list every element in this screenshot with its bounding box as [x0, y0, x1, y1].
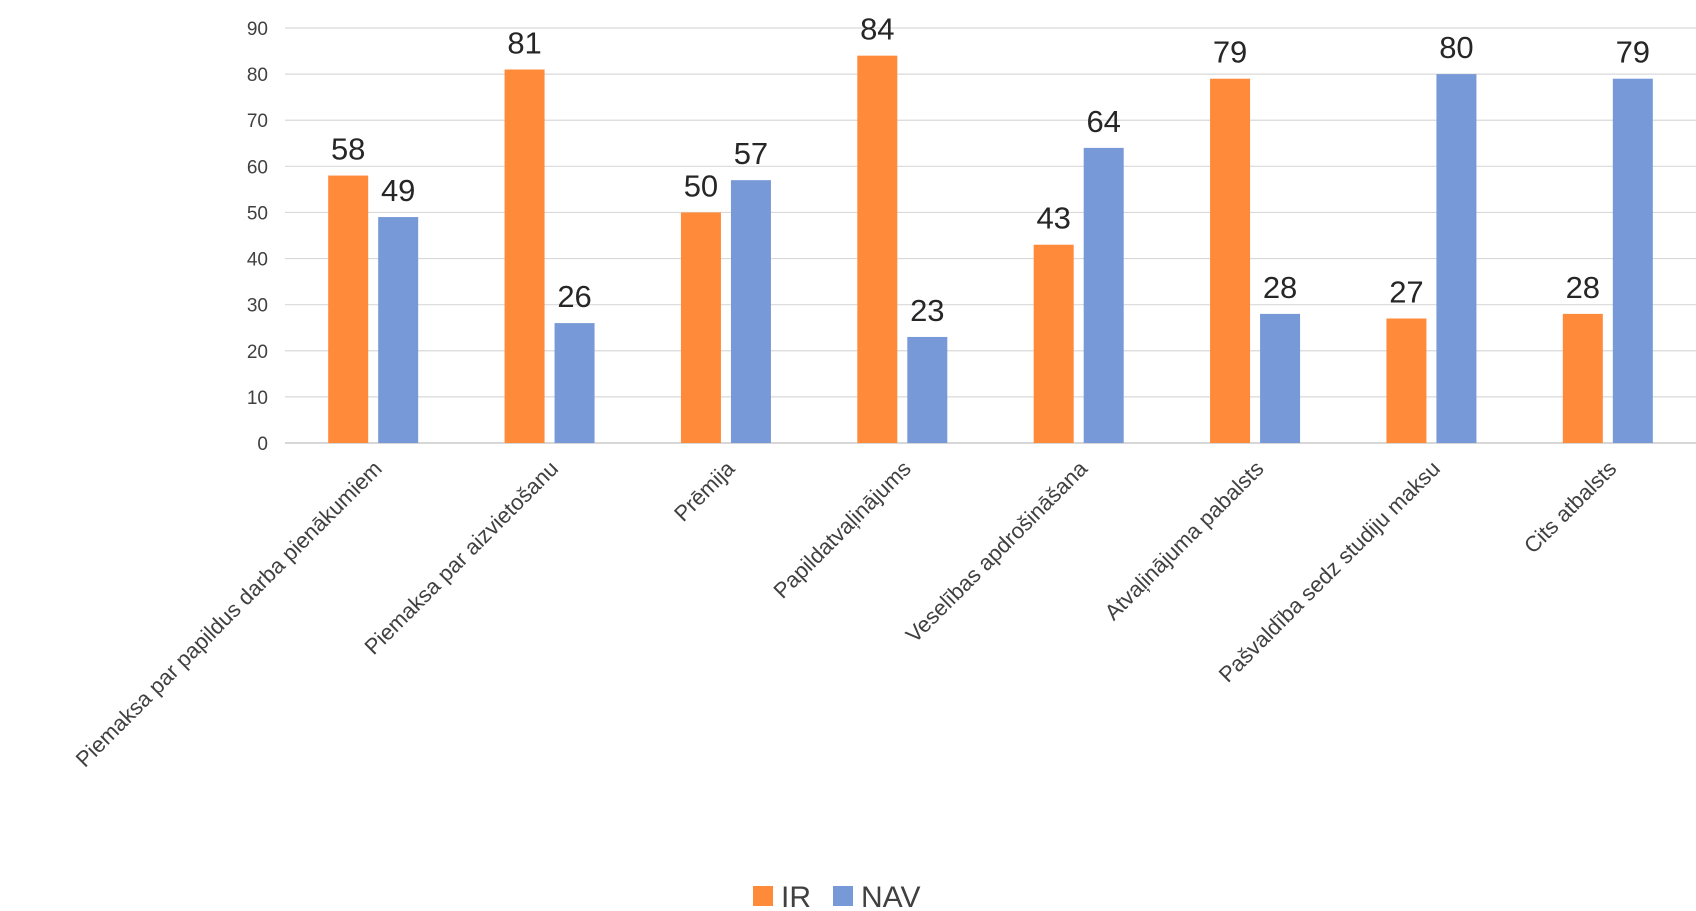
data-label-ir: 50	[684, 168, 718, 203]
bars	[328, 55, 1653, 444]
category-label: Papildatvaļinājums	[768, 456, 915, 603]
category-labels: Piemaksa par papildus darba pienākumiemP…	[71, 455, 1622, 772]
bar-ir	[857, 55, 898, 444]
bar-ir	[1386, 318, 1427, 443]
data-label-ir: 28	[1566, 270, 1600, 305]
data-label-ir: 27	[1389, 275, 1423, 310]
bar-ir	[1033, 244, 1074, 443]
data-label-ir: 81	[507, 26, 541, 61]
data-label-nav: 79	[1616, 35, 1650, 70]
category-label: Prēmija	[669, 455, 740, 526]
data-labels: 58 49 81 26 50 57 84 23 43 64 79 28 27 80 28 79	[331, 12, 1650, 328]
bar-ir	[680, 212, 721, 443]
data-label-nav: 57	[734, 136, 768, 171]
bar-nav	[907, 336, 948, 443]
bar-ir	[504, 69, 545, 443]
data-label-nav: 23	[910, 293, 944, 328]
bar-ir	[1210, 78, 1251, 443]
legend: IR NAV	[753, 881, 920, 911]
category-label: Cits atbalsts	[1519, 456, 1621, 558]
bar-nav	[730, 180, 771, 443]
bar-nav	[1260, 313, 1301, 443]
category-label: Veselības apdrošināšana	[901, 455, 1093, 647]
legend-swatch-ir	[753, 886, 773, 906]
bar-nav	[554, 323, 595, 443]
bar-ir	[1562, 313, 1603, 443]
y-tick-label: 10	[247, 388, 268, 409]
bar-nav	[1436, 74, 1477, 443]
data-label-nav: 28	[1263, 270, 1297, 305]
y-axis-tick-labels: 0 10 20 30 40 50 60 70 80 90	[247, 19, 268, 455]
legend-label-nav: NAV	[861, 881, 920, 911]
data-label-nav: 80	[1439, 30, 1473, 65]
category-label: Piemaksa par aizvietošanu	[360, 456, 564, 660]
y-tick-label: 30	[247, 296, 268, 317]
data-label-nav: 49	[381, 173, 415, 208]
data-label-nav: 26	[557, 279, 591, 314]
data-label-ir: 84	[860, 12, 894, 47]
y-tick-label: 60	[247, 157, 268, 178]
bar-nav	[1083, 147, 1124, 443]
data-label-ir: 58	[331, 132, 365, 167]
y-tick-label: 90	[247, 19, 268, 40]
data-label-ir: 79	[1213, 35, 1247, 70]
bar-nav	[378, 217, 419, 443]
legend-label-ir: IR	[781, 881, 811, 911]
bar-nav	[1612, 78, 1653, 443]
gridlines	[285, 27, 1696, 444]
category-label: Atvaļinājuma pabalsts	[1100, 456, 1269, 625]
y-tick-label: 40	[247, 250, 268, 271]
category-label: Piemaksa par papildus darba pienākumiem	[71, 456, 387, 772]
y-tick-label: 20	[247, 342, 268, 363]
y-tick-label: 70	[247, 111, 268, 132]
legend-swatch-nav	[833, 886, 853, 906]
y-tick-label: 80	[247, 65, 268, 86]
y-tick-label: 50	[247, 203, 268, 224]
bar-ir	[328, 175, 369, 444]
y-tick-label: 0	[257, 434, 268, 455]
data-label-nav: 64	[1086, 104, 1120, 139]
data-label-ir: 43	[1036, 201, 1070, 236]
